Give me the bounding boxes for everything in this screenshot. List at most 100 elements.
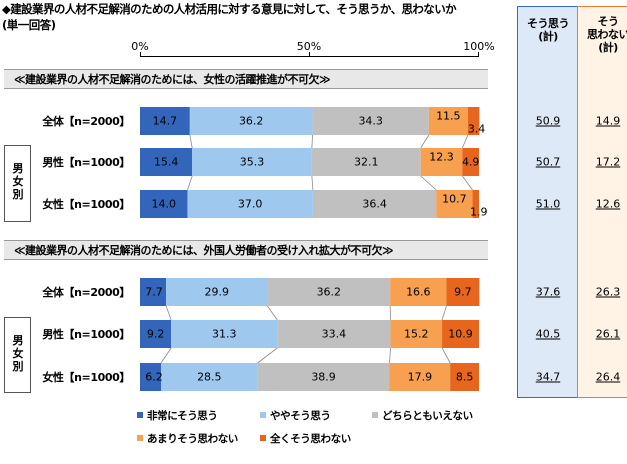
legend-swatch [372,412,378,418]
row-label: 男性【n=1000】 [42,328,130,341]
bar-segment [277,320,391,348]
connector-line [160,347,172,364]
x-axis-tick [478,52,479,57]
agree-total-value: 40.5 [535,327,561,341]
connector-line [257,347,278,364]
answer-type-note: (単一回答) [2,18,56,32]
legend-swatch [137,412,143,418]
x-axis-tick [140,52,141,57]
bar-value-label: 7.7 [145,285,163,299]
bar-segment [312,190,437,218]
legend-item: 非常にそう思う [137,408,218,423]
bar-value-label: 11.5 [436,109,461,123]
legend-swatch [260,435,266,441]
row-label: 女性【n=1000】 [42,371,130,384]
legend-item: ややそう思う [260,408,331,423]
bar-segment [420,148,463,176]
group-label: 男女別 [12,334,24,373]
bar-value-label: 9.2 [146,327,165,341]
bar-segment [192,148,312,176]
bar-segment [390,320,443,348]
group-label-box: 男女別 [4,317,31,393]
bar-value-label: 17.9 [407,370,433,384]
group-label-box: 男女別 [4,145,31,222]
bar-segment [442,320,479,348]
agree-total-value: 37.6 [535,285,561,299]
disagree-total-header: そう 思わない (計) [587,15,627,54]
legend-label: ややそう思う [270,410,331,422]
legend-label: あまりそう思わない [147,433,238,445]
section-header: ≪建設業界の人材不足解消のためには、外国人労働者の受け入れ拡大が不可欠≫ [4,240,488,260]
bar-segment [140,363,162,391]
connector-line [420,175,437,191]
bar-value-label: 3.4 [467,122,486,136]
legend-swatch [260,412,266,418]
section-title: ≪建設業界の人材不足解消のためには、女性の活躍推進が不可欠≫ [14,73,331,86]
bar-value-label: 12.3 [429,150,454,164]
agree-total-column: そう思う (計) [517,6,579,398]
agree-total-value: 51.0 [535,197,561,211]
connector-line [311,175,314,191]
bar-value-label: 29.9 [204,285,230,299]
connector-line [420,134,430,149]
disagree-total-column: そう 思わない (計) [577,6,627,398]
connector-line [189,134,193,149]
bar-segment [140,320,172,348]
row-label: 全体【n=2000】 [42,286,130,299]
bar-value-label: 35.3 [239,155,265,169]
bar-segment [140,148,193,176]
connector-line [165,305,172,321]
bar-value-label: 14.0 [151,197,176,211]
bar-value-label: 31.3 [211,327,237,341]
bar-value-label: 33.4 [321,327,347,341]
bar-value-label: 16.6 [406,285,431,299]
connector-line [462,134,469,149]
bar-segment [390,278,447,306]
connector-line [441,305,447,321]
section-header: ≪建設業界の人材不足解消のためには、女性の活躍推進が不可欠≫ [4,69,488,89]
bar-segment [389,363,451,391]
bar-value-label: 8.5 [455,370,474,384]
agree-total-header: そう思う (計) [527,17,570,43]
connector-line [187,175,193,191]
x-tick-label: 0% [131,40,149,53]
connector-line [441,347,451,364]
bar-segment [311,148,421,176]
bar-value-label: 6.2 [145,370,163,384]
bar-segment [428,107,468,135]
group-label: 男女別 [12,162,24,201]
bar-segment [312,107,429,135]
bar-segment [140,107,190,135]
bar-segment [171,320,278,348]
bar-value-label: 1.9 [470,205,488,219]
agree-total-value: 50.9 [535,114,561,128]
connector-line [389,347,391,364]
bar-segment [140,190,188,218]
row-label: 全体【n=2000】 [42,115,130,128]
bar-segment [140,278,167,306]
legend-item: どちらともいえない [372,408,473,423]
bar-value-label: 14.7 [152,114,178,128]
bar-segment [462,148,479,176]
bar-value-label: 15.2 [404,327,429,341]
bar-segment [166,278,268,306]
agree-total-value: 50.7 [535,155,561,169]
legend-item: 全くそう思わない [260,431,351,446]
legend-item: あまりそう思わない [137,431,238,446]
bar-value-label: 28.5 [197,370,222,384]
bar-value-label: 10.9 [448,327,473,341]
bar-value-label: 36.2 [238,114,264,128]
bar-value-label: 37.0 [237,197,263,211]
disagree-total-value: 26.1 [595,327,621,341]
bar-value-label: 10.7 [442,192,467,206]
agree-total-value: 34.7 [535,370,561,384]
chart-title: ◆建設業界の人材不足解消のための人材活用に対する意見に対して、そう思うか、思わな… [2,2,457,16]
bar-segment [467,107,480,135]
bar-segment [187,190,313,218]
row-label: 男性【n=1000】 [42,156,130,169]
bar-value-label: 34.3 [358,114,383,128]
bar-value-label: 36.4 [362,197,387,211]
bar-value-label: 36.2 [316,285,342,299]
